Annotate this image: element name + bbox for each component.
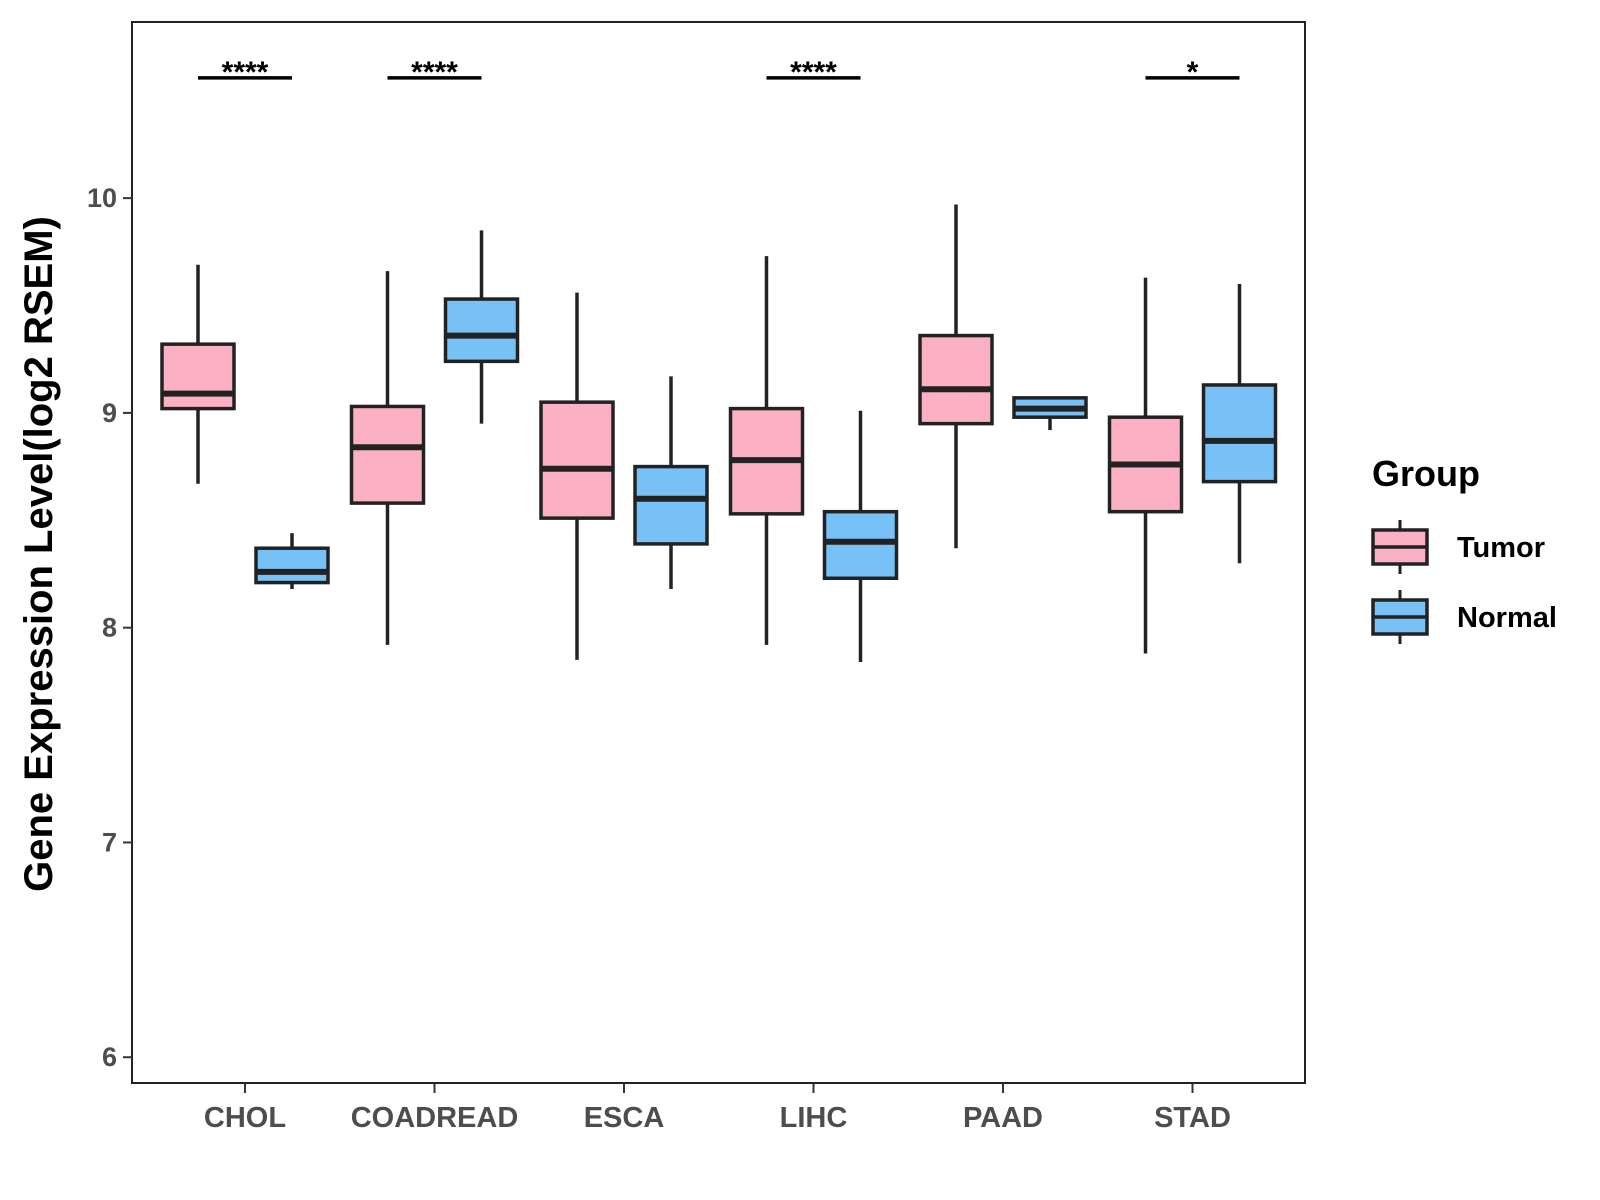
box-normal-coadread	[443, 230, 520, 424]
box-normal-paad	[1012, 396, 1088, 431]
x-tick-label-esca: ESCA	[584, 1102, 665, 1134]
box-body	[633, 464, 709, 546]
box-body	[349, 404, 426, 505]
box-body	[539, 400, 615, 520]
legend-label-tumor: Tumor	[1457, 532, 1545, 564]
legend-item-normal: Normal	[1371, 590, 1557, 644]
box-normal-stad	[1201, 284, 1278, 564]
box-body	[254, 546, 330, 585]
box-body	[1201, 383, 1278, 484]
y-tick-label: 7	[102, 827, 117, 857]
axes: 6 7 8 9 10 CHOL COADREAD ESCA LIHC PAAD STAD	[87, 21, 1306, 1134]
x-tick-label-lihc: LIHC	[780, 1102, 848, 1134]
plot-area: **** **** **** *	[160, 56, 1278, 663]
y-axis-title: Gene Expression Level(log2 RSEM)	[17, 216, 61, 892]
y-tick-label: 6	[102, 1042, 117, 1072]
box-body	[918, 333, 994, 426]
box-tumor-paad	[918, 204, 994, 549]
box-normal-lihc	[822, 410, 899, 663]
box-tumor-chol	[160, 264, 236, 484]
x-tick-label-coadread: COADREAD	[351, 1102, 519, 1134]
x-tick-label-chol: CHOL	[204, 1102, 286, 1134]
plot-panel-border	[131, 21, 1306, 1084]
significance-label-stad: *	[1187, 56, 1199, 89]
x-tick-label-stad: STAD	[1154, 1102, 1231, 1134]
box-body	[822, 509, 899, 581]
y-tick-label: 8	[102, 613, 117, 643]
significance-label-lihc: ****	[790, 56, 837, 89]
legend-label-normal: Normal	[1457, 602, 1557, 634]
x-tick-label-paad: PAAD	[963, 1102, 1043, 1134]
box-tumor-coadread	[349, 271, 426, 645]
box-body	[160, 342, 236, 411]
box-normal-chol	[254, 533, 330, 590]
box-body	[443, 297, 520, 364]
legend: Group Tumor Normal	[1371, 453, 1557, 644]
legend-title: Group	[1372, 453, 1480, 494]
box-tumor-esca	[539, 292, 615, 660]
significance-label-chol: ****	[222, 56, 269, 89]
box-tumor-lihc	[728, 256, 805, 645]
box-tumor-stad	[1107, 277, 1184, 654]
box-normal-esca	[633, 376, 709, 590]
significance-label-coadread: ****	[411, 56, 458, 89]
legend-item-tumor: Tumor	[1371, 520, 1545, 574]
y-tick-label: 10	[87, 183, 117, 213]
y-tick-label: 9	[102, 398, 117, 428]
